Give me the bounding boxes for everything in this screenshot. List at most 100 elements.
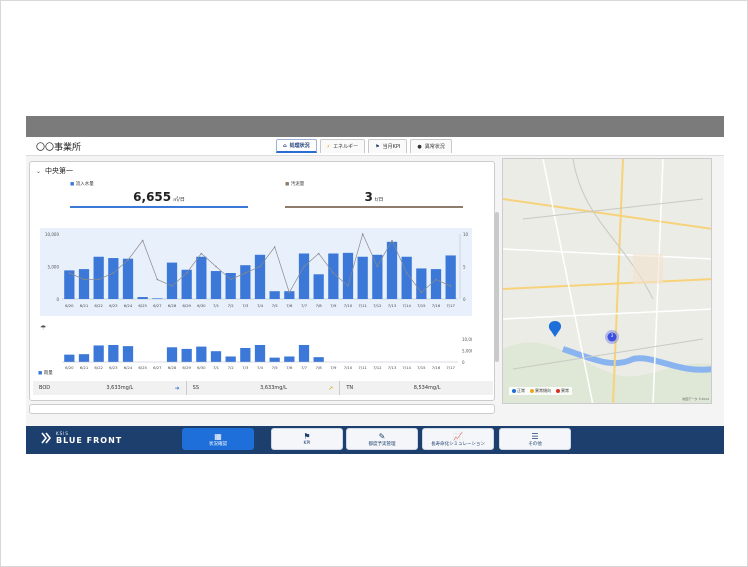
- rain-bar: [108, 344, 119, 362]
- rain-bar: [284, 356, 295, 362]
- x-tick-label: 6/22: [94, 303, 103, 308]
- sludge-point: [244, 272, 247, 274]
- map-credit: 地図データ ©2024: [682, 397, 709, 401]
- quality-name: TN: [346, 385, 354, 391]
- sludge-point: [376, 265, 379, 268]
- x-tick-label: 6/21: [80, 303, 89, 308]
- tab-label: 異常状況: [424, 144, 445, 150]
- map-canvas[interactable]: [503, 159, 712, 404]
- legend-normal: 正常: [512, 388, 525, 394]
- nav-status-check[interactable]: ▦ 状況確認: [182, 428, 254, 450]
- sludge-point: [288, 291, 291, 294]
- panel-header[interactable]: ⌄ 中央第一: [36, 166, 73, 176]
- legend-label: 正常: [517, 388, 525, 393]
- y-tick-label: 10,000: [45, 232, 59, 237]
- x-tick-label: 6/20: [65, 303, 74, 308]
- y2-tick-label: 10: [463, 232, 469, 237]
- nav-kpi[interactable]: ⚑ KPI: [271, 428, 343, 450]
- rain-bar: [93, 345, 104, 362]
- facility-name: 中央第一: [45, 167, 74, 175]
- tab-anomaly[interactable]: ● 異常状況: [410, 139, 452, 153]
- rain-x-tick-label: 6/21: [80, 365, 89, 370]
- rain-x-tick-label: 7/1: [213, 365, 220, 370]
- quality-name: BOD: [39, 385, 51, 391]
- tab-processing[interactable]: ⌂ 処理状況: [276, 139, 317, 153]
- quality-ss: SS 3,633mg/L ➚: [187, 381, 341, 395]
- sludge-point: [332, 272, 335, 274]
- sludge-point: [273, 246, 276, 248]
- x-tick-label: 7/17: [446, 303, 455, 308]
- bullet-icon: ■: [38, 371, 43, 376]
- facility-panel-collapsed[interactable]: [29, 404, 495, 414]
- grid-icon: ▦: [214, 431, 222, 441]
- map-pin-icon[interactable]: [548, 321, 562, 337]
- rain-bar: [269, 357, 280, 362]
- sludge-point: [391, 239, 393, 242]
- inflow-bar: [78, 269, 90, 299]
- quality-tn: TN 8,534mg/L ➜: [340, 381, 493, 395]
- panel-scrollbar[interactable]: [495, 212, 499, 362]
- quality-bod: BOD 3,633mg/L ➜: [33, 381, 187, 395]
- sludge-point: [229, 278, 232, 281]
- x-tick-label: 6/23: [109, 303, 118, 308]
- tab-label: エネルギー: [333, 144, 359, 150]
- facility-panel: ⌄ 中央第一 ■ 流入水量 6,655 ㎥/日 ■ 汚泥量 3 t/日 10,0…: [29, 161, 499, 401]
- legend-label: 異常傾向: [535, 388, 551, 393]
- sludge-point: [83, 278, 85, 281]
- rain-x-tick-label: 6/27: [153, 365, 162, 370]
- x-tick-label: 7/11: [358, 303, 367, 308]
- inflow-bar: [328, 253, 339, 299]
- nav-label: 長寿命化シミュレーション: [431, 441, 485, 447]
- inflow-label-text: 流入水量: [75, 182, 94, 187]
- nav-budget[interactable]: ✎ 都度予実管理: [346, 428, 418, 450]
- rain-x-tick-label: 7/7: [301, 365, 308, 370]
- legend-label: 異常: [561, 388, 569, 393]
- rain-y-tick-label: 0: [462, 360, 465, 365]
- x-tick-label: 7/7: [301, 303, 308, 308]
- nav-lifespan-sim[interactable]: 📈 長寿命化シミュレーション: [422, 428, 494, 450]
- inflow-bar: [240, 265, 251, 299]
- inflow-bar: [181, 269, 192, 299]
- tab-label: 当月KPI: [382, 144, 401, 150]
- water-quality-bar: BOD 3,633mg/L ➜ SS 3,633mg/L ➚ TN 8,534m…: [33, 381, 493, 395]
- y-tick-label: 0: [56, 297, 59, 302]
- tab-energy[interactable]: ⚡ エネルギー: [319, 139, 366, 153]
- inflow-bar: [386, 241, 398, 299]
- inflow-unit: ㎥/日: [173, 196, 185, 203]
- rain-x-tick-label: 7/11: [358, 365, 367, 370]
- inflow-bar: [210, 271, 222, 299]
- tab-kpi[interactable]: ⚑ 当月KPI: [368, 139, 408, 153]
- inflow-label: ■ 流入水量: [70, 181, 94, 187]
- bullet-icon: ■: [285, 182, 290, 187]
- inflow-bar: [64, 270, 75, 299]
- sludge-point: [127, 259, 129, 261]
- tab-bar: ⌂ 処理状況 ⚡ エネルギー ⚑ 当月KPI ● 異常状況: [276, 139, 452, 153]
- inflow-bar: [196, 256, 207, 299]
- rain-x-tick-label: 7/3: [242, 365, 249, 370]
- rain-x-tick-label: 6/22: [94, 365, 103, 370]
- x-tick-label: 7/5: [272, 303, 279, 308]
- office-title: 〇〇事業所: [36, 143, 82, 153]
- rain-x-tick-label: 7/14: [402, 365, 411, 370]
- facility-map[interactable]: 3 正常 異常傾向 異常 地図データ ©2024: [502, 158, 712, 404]
- rain-x-tick-label: 6/25: [138, 365, 147, 370]
- x-tick-label: 7/4: [257, 303, 264, 308]
- rain-x-tick-label: 6/29: [182, 365, 191, 370]
- sludge-kpi: 3 t/日: [285, 188, 463, 208]
- quality-value: 8,534mg/L: [413, 385, 441, 391]
- inflow-bar: [372, 254, 383, 299]
- chart-icon: 📈: [453, 431, 463, 441]
- map-cluster[interactable]: [607, 332, 617, 342]
- quality-name: SS: [192, 385, 200, 391]
- inflow-kpi: 6,655 ㎥/日: [70, 188, 248, 208]
- top-bar: [26, 116, 724, 137]
- nav-label: 都度予実管理: [368, 441, 396, 447]
- page-header: 〇〇事業所 ⌂ 処理状況 ⚡ エネルギー ⚑ 当月KPI ● 異常状況: [26, 137, 724, 156]
- nav-label: 状況確認: [209, 441, 227, 447]
- x-tick-label: 7/16: [432, 303, 441, 308]
- nav-other[interactable]: ☰ その他: [499, 428, 571, 450]
- rain-chart: 10,000 5,000 0 6/20 6/21 6/22 6/23 6/24 6/25 6/27…: [62, 337, 472, 370]
- brand-small: KSIS: [56, 431, 69, 436]
- rain-x-tick-label: 7/6: [286, 365, 293, 370]
- x-tick-label: 7/8: [316, 303, 323, 308]
